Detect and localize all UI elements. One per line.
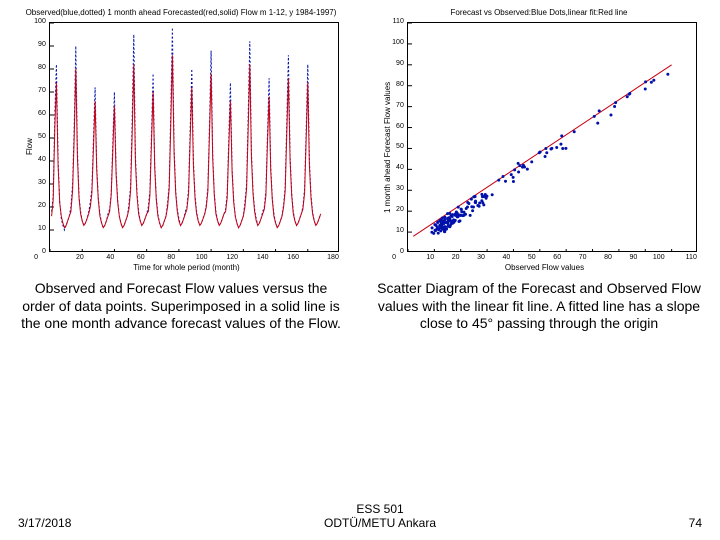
slide: Observed(blue,dotted) 1 month ahead Fore… — [0, 0, 720, 540]
left-xlabel: Time for whole period (month) — [34, 263, 339, 272]
left-chart: Observed(blue,dotted) 1 month ahead Fore… — [12, 8, 350, 272]
left-ylabel: Flow — [23, 22, 34, 272]
right-yticks: 1101009080706050403020100 — [392, 22, 407, 252]
footer-course: ESS 501ODTÜ/METU Ankara — [71, 502, 688, 530]
captions-row: Observed and Forecast Flow values versus… — [12, 280, 708, 333]
footer-page: 74 — [689, 516, 702, 530]
left-xticks: 020406080100120140160180 — [34, 252, 339, 261]
left-plot-svg — [49, 22, 339, 252]
footer-date: 3/17/2018 — [18, 516, 71, 530]
left-yticks: 1009080706050403020100 — [34, 22, 49, 252]
right-chart-title: Forecast vs Observed:Blue Dots,linear fi… — [451, 8, 628, 20]
right-plot-svg — [407, 22, 697, 252]
caption-left: Observed and Forecast Flow values versus… — [12, 280, 350, 333]
left-chart-title: Observed(blue,dotted) 1 month ahead Fore… — [26, 8, 337, 20]
right-xlabel: Observed Flow values — [392, 263, 697, 272]
right-xticks: 0102030405060708090100110 — [392, 252, 697, 261]
right-chart: Forecast vs Observed:Blue Dots,linear fi… — [370, 8, 708, 272]
footer: 3/17/2018 ESS 501ODTÜ/METU Ankara 74 — [0, 502, 720, 530]
chart-row: Observed(blue,dotted) 1 month ahead Fore… — [12, 8, 708, 272]
right-ylabel: 1 month ahead Forecast Flow values — [381, 22, 392, 272]
caption-right: Scatter Diagram of the Forecast and Obse… — [370, 280, 708, 333]
